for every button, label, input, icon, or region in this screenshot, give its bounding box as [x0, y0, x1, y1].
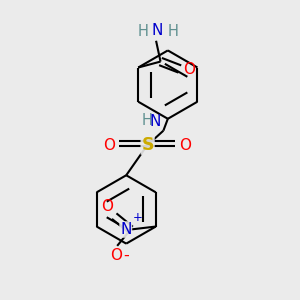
Text: N: N	[149, 114, 160, 129]
Text: -: -	[124, 248, 130, 263]
Text: O: O	[179, 138, 191, 153]
Text: H: H	[138, 24, 148, 39]
Text: S: S	[141, 136, 154, 154]
Text: O: O	[103, 138, 115, 153]
Text: N: N	[152, 23, 163, 38]
Text: O: O	[183, 61, 195, 76]
Text: O: O	[110, 248, 122, 263]
Text: N: N	[120, 222, 131, 237]
Text: H: H	[168, 24, 179, 39]
Text: +: +	[132, 211, 142, 224]
Text: H: H	[142, 113, 153, 128]
Text: O: O	[101, 199, 113, 214]
